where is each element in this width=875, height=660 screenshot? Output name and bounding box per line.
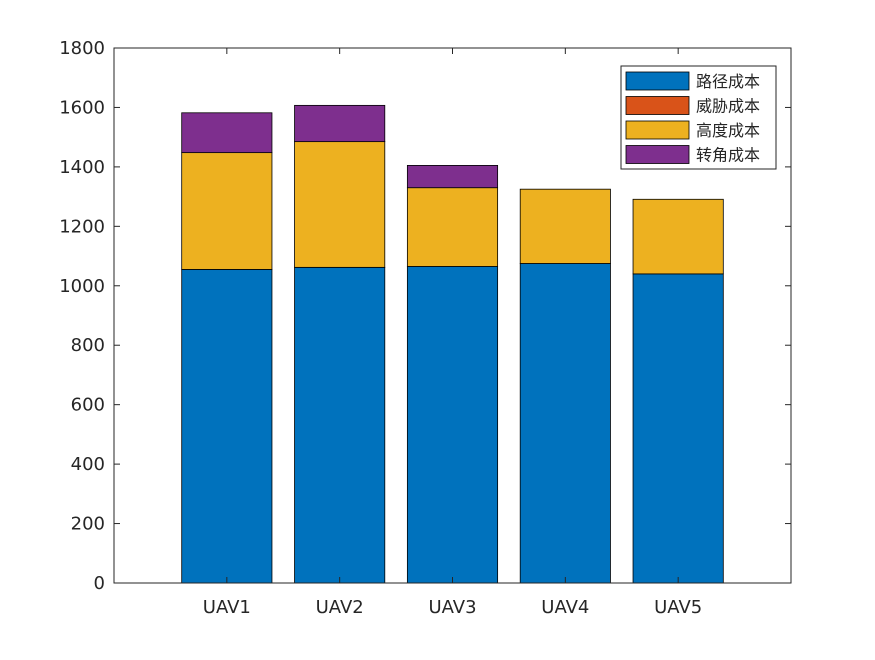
y-tick-label: 600 xyxy=(71,395,105,416)
bar-segment xyxy=(294,104,386,143)
bar-segment xyxy=(632,198,724,275)
bar-segment xyxy=(406,165,499,189)
y-tick-label: 400 xyxy=(71,454,105,475)
bar-segment xyxy=(294,141,386,268)
legend-label: 威胁成本 xyxy=(696,97,760,116)
y-tick-label: 1400 xyxy=(59,157,105,178)
bars-layer xyxy=(181,104,724,584)
y-tick-label: 200 xyxy=(71,514,105,535)
y-tick-label: 1800 xyxy=(59,38,105,59)
bar-segment xyxy=(519,188,611,264)
legend-label: 路径成本 xyxy=(696,72,760,91)
bar-segment xyxy=(519,263,611,584)
legend-swatch xyxy=(625,145,690,164)
x-tick-label: UAV5 xyxy=(654,597,702,618)
y-axis: 0 200 400 600 800 1000 1200 1400 1600 1800 xyxy=(59,38,791,594)
y-tick-label: 1000 xyxy=(59,276,105,297)
x-tick-label: UAV3 xyxy=(428,597,476,618)
legend-label: 转角成本 xyxy=(696,146,760,165)
bar-segment xyxy=(181,152,273,270)
x-tick-label: UAV1 xyxy=(203,597,251,618)
x-axis: UAV1 UAV2 UAV3 UAV4 UAV5 xyxy=(203,48,702,618)
bar-segment xyxy=(181,269,273,584)
legend-swatch xyxy=(625,96,690,115)
y-tick-label: 1600 xyxy=(59,97,105,118)
bar-segment xyxy=(294,266,386,584)
x-tick-label: UAV2 xyxy=(316,597,364,618)
y-tick-label: 800 xyxy=(71,335,105,356)
legend-label: 高度成本 xyxy=(696,121,760,140)
bar-segment xyxy=(406,266,499,584)
legend-swatch xyxy=(625,120,690,140)
bar-segment xyxy=(181,112,273,154)
bar-segment xyxy=(406,187,499,267)
y-tick-label: 1200 xyxy=(59,216,105,237)
legend-swatch xyxy=(625,71,690,91)
plot-frame xyxy=(113,47,792,584)
x-tick-label: UAV4 xyxy=(541,597,589,618)
bar-segment xyxy=(632,273,724,584)
y-tick-label: 0 xyxy=(94,573,105,594)
